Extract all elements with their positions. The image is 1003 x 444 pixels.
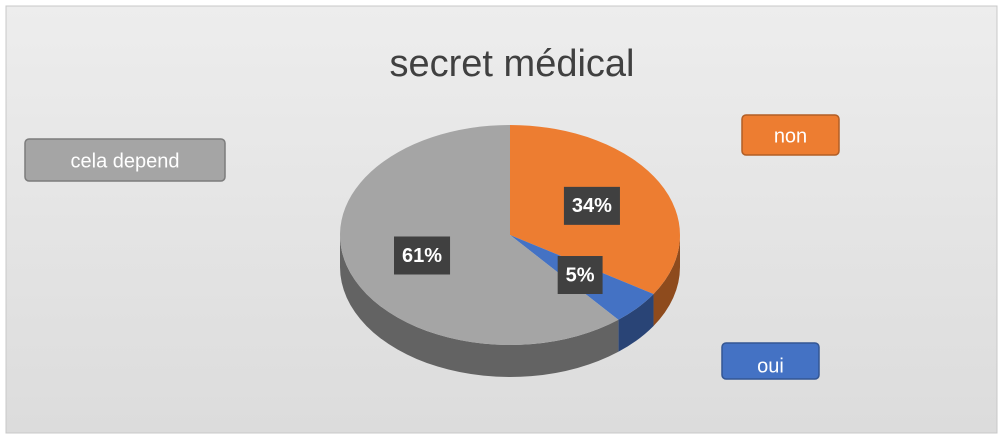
data-label-box xyxy=(563,186,620,225)
slice-side xyxy=(618,293,654,352)
data-label: 61% xyxy=(394,236,451,275)
data-label-box xyxy=(394,236,451,275)
legend-box xyxy=(721,342,820,380)
chart-title: secret médical xyxy=(390,43,635,85)
category-label: cela depend xyxy=(71,150,180,172)
slice-side xyxy=(653,235,680,326)
data-label: 5% xyxy=(557,256,603,295)
data-label-text: 5% xyxy=(566,264,595,286)
data-label-text: 61% xyxy=(402,245,442,267)
slice xyxy=(339,125,619,346)
slice-side xyxy=(340,235,619,378)
legend-box xyxy=(741,114,840,156)
category-label: oui xyxy=(757,355,784,377)
data-label-text: 34% xyxy=(572,195,612,217)
category-label: non xyxy=(774,125,807,147)
data-label-box xyxy=(557,256,603,295)
data-label: 34% xyxy=(563,186,620,225)
legend-box xyxy=(24,138,226,182)
